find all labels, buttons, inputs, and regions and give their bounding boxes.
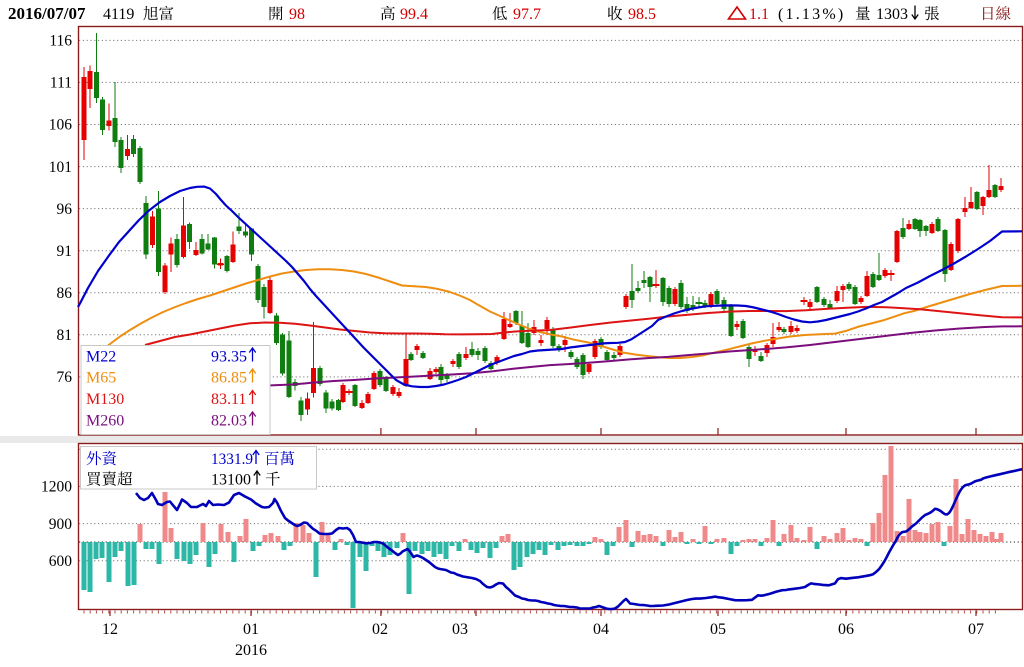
svg-text:97.7: 97.7 <box>513 6 541 23</box>
svg-text:05: 05 <box>710 621 726 638</box>
svg-text:93.35: 93.35 <box>211 349 247 366</box>
svg-text:83.11: 83.11 <box>211 391 246 408</box>
svg-text:03: 03 <box>452 621 468 638</box>
svg-text:111: 111 <box>50 75 72 92</box>
svg-text:M260: M260 <box>86 413 124 430</box>
svg-text:4119: 4119 <box>103 6 134 23</box>
svg-text:81: 81 <box>57 327 73 344</box>
svg-text:04: 04 <box>593 621 609 638</box>
svg-text:86: 86 <box>57 285 73 302</box>
svg-text:82.03: 82.03 <box>211 413 247 430</box>
svg-text:600: 600 <box>49 553 73 570</box>
svg-text:06: 06 <box>838 621 854 638</box>
svg-text:12: 12 <box>102 621 118 638</box>
svg-text:101: 101 <box>49 159 72 176</box>
svg-text:900: 900 <box>49 516 73 533</box>
svg-text:91: 91 <box>57 243 73 260</box>
svg-text:07: 07 <box>968 621 984 638</box>
svg-text:2016/07/07: 2016/07/07 <box>8 4 86 23</box>
svg-text:1.1: 1.1 <box>749 6 769 23</box>
svg-text:1331.9: 1331.9 <box>211 451 253 468</box>
svg-text:1200: 1200 <box>41 479 72 496</box>
svg-text:01: 01 <box>243 621 259 638</box>
svg-text:76: 76 <box>57 369 73 386</box>
svg-text:1303: 1303 <box>876 6 908 23</box>
svg-text:M22: M22 <box>86 349 116 366</box>
svg-text:98.5: 98.5 <box>628 6 656 23</box>
svg-text:106: 106 <box>49 117 73 134</box>
svg-text:02: 02 <box>372 621 388 638</box>
svg-text:96: 96 <box>57 201 73 218</box>
svg-text:M65: M65 <box>86 370 116 387</box>
svg-text:(1.13%): (1.13%) <box>778 6 845 23</box>
svg-text:2016: 2016 <box>235 642 267 659</box>
svg-text:99.4: 99.4 <box>400 6 428 23</box>
svg-text:M130: M130 <box>86 391 124 408</box>
svg-text:13100: 13100 <box>211 472 251 489</box>
svg-text:86.85: 86.85 <box>211 370 247 387</box>
svg-text:116: 116 <box>49 33 72 50</box>
svg-text:98: 98 <box>289 6 305 23</box>
